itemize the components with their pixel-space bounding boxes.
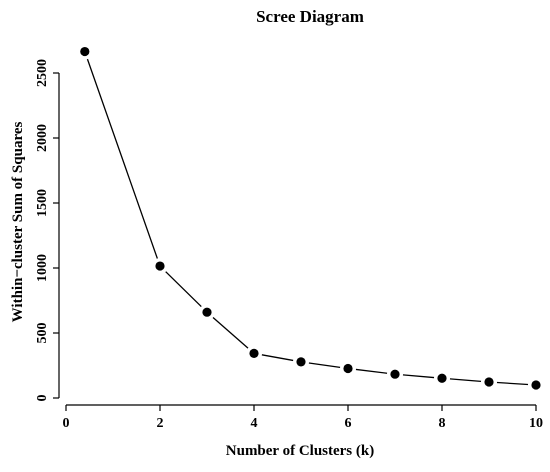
x-tick-label: 6	[345, 416, 352, 431]
chart-title: Scree Diagram	[256, 7, 364, 26]
x-tick-label: 4	[251, 416, 258, 431]
data-point	[249, 348, 259, 359]
data-point	[343, 363, 353, 374]
axes: 0 2 4 6 8 10 0 500 1000 1500 2000 2500	[35, 59, 543, 431]
series-line-segment	[212, 316, 249, 349]
y-tick-label: 1500	[35, 189, 50, 217]
data-series	[80, 46, 541, 390]
x-axis-label: Number of Clusters (k)	[226, 443, 374, 459]
x-tick-label: 2	[157, 416, 164, 431]
y-tick-label: 2500	[35, 59, 50, 87]
data-point	[296, 357, 306, 367]
series-line-segment	[261, 354, 294, 362]
series-line-segment	[496, 381, 529, 386]
data-point	[531, 380, 541, 390]
y-tick-label: 500	[35, 323, 50, 344]
series-line-segment	[86, 58, 158, 259]
series-line-segment	[165, 271, 202, 308]
x-tick-label: 0	[63, 416, 70, 431]
series-line-segment	[402, 374, 435, 379]
data-point	[484, 377, 494, 387]
series-line-segment	[308, 362, 341, 369]
data-point	[80, 46, 90, 57]
series-line-segment	[355, 368, 388, 374]
data-point	[437, 373, 447, 383]
x-tick-label: 10	[529, 416, 543, 431]
y-axis-label: Within−cluster Sum of Squares	[10, 122, 26, 323]
data-point	[155, 261, 165, 271]
x-tick-label: 8	[439, 416, 446, 431]
data-point	[202, 307, 212, 317]
data-point	[390, 369, 400, 379]
y-tick-label: 0	[35, 395, 50, 402]
y-tick-label: 2000	[35, 124, 50, 152]
y-tick-label: 1000	[35, 254, 50, 282]
series-line-segment	[449, 378, 482, 383]
